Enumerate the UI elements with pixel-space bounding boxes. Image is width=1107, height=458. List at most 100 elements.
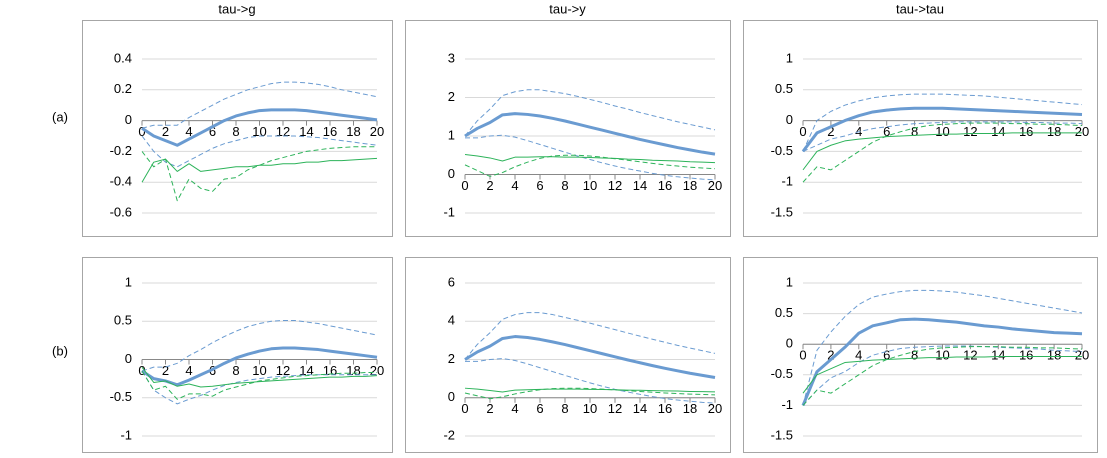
- series-line: [464, 387, 716, 393]
- series-line: [464, 312, 716, 360]
- y-tick-label: 0: [125, 351, 132, 366]
- panel-frame: [743, 257, 1098, 453]
- y-tick-label: -0.2: [110, 143, 132, 158]
- chart-title: tau->g: [218, 1, 255, 16]
- y-tick-label: 2: [448, 89, 455, 104]
- x-tick-label: 14: [633, 401, 647, 416]
- panel-frame: [743, 20, 1098, 237]
- x-tick-label: 10: [583, 178, 597, 193]
- y-tick-label: -1.5: [771, 427, 793, 442]
- series-line: [802, 345, 1083, 406]
- y-tick-label: -0.4: [110, 174, 132, 189]
- series-line: [141, 135, 378, 168]
- x-tick-label: 16: [658, 178, 672, 193]
- series-line: [802, 132, 1082, 171]
- x-tick-label: 2: [827, 124, 834, 139]
- series-line: [801, 317, 1083, 406]
- y-tick-label: -0.5: [110, 389, 132, 404]
- series-line: [141, 370, 377, 400]
- y-tick-label: 4: [448, 313, 455, 328]
- x-tick-label: 0: [138, 124, 145, 139]
- series-line: [141, 319, 378, 372]
- x-tick-label: 18: [683, 178, 697, 193]
- x-tick-label: 18: [346, 363, 360, 378]
- y-tick-label: 0.2: [114, 81, 132, 96]
- series-line: [141, 346, 378, 387]
- x-tick-label: 8: [561, 178, 568, 193]
- x-tick-label: 8: [232, 124, 239, 139]
- chart-title: tau->tau: [896, 1, 944, 16]
- x-tick-label: 0: [138, 363, 145, 378]
- x-tick-label: 20: [1075, 124, 1089, 139]
- x-tick-label: 12: [963, 124, 977, 139]
- panel-frame: [405, 257, 731, 453]
- x-tick-label: 18: [1047, 124, 1061, 139]
- y-tick-label: 1: [448, 127, 455, 142]
- x-tick-label: 2: [486, 178, 493, 193]
- series-line: [464, 153, 716, 164]
- y-tick-label: -0.5: [771, 143, 793, 158]
- x-tick-label: 10: [252, 363, 266, 378]
- panel-frame: [82, 257, 393, 453]
- y-tick-label: 0: [448, 389, 455, 404]
- x-tick-label: 4: [855, 348, 862, 363]
- x-tick-label: 8: [911, 348, 918, 363]
- x-tick-label: 4: [185, 124, 192, 139]
- y-tick-label: -0.5: [771, 366, 793, 381]
- y-tick-label: 0: [786, 336, 793, 351]
- x-tick-label: 16: [323, 363, 337, 378]
- y-tick-label: 0: [786, 112, 793, 127]
- x-tick-label: 10: [252, 124, 266, 139]
- x-tick-label: 20: [708, 401, 722, 416]
- y-tick-label: -2: [443, 427, 455, 442]
- y-tick-label: -1.5: [771, 204, 793, 219]
- x-tick-label: 6: [536, 401, 543, 416]
- series-line: [141, 146, 377, 202]
- x-tick-label: 16: [658, 401, 672, 416]
- y-tick-label: 1: [125, 274, 132, 289]
- x-tick-label: 16: [323, 124, 337, 139]
- x-tick-label: 2: [162, 124, 169, 139]
- x-tick-label: 2: [162, 363, 169, 378]
- y-tick-label: 1: [786, 50, 793, 65]
- series-line: [464, 89, 716, 137]
- y-tick-label: 2: [448, 351, 455, 366]
- series-line: [802, 121, 1083, 152]
- series-line: [464, 387, 716, 400]
- series-line: [141, 81, 378, 129]
- x-tick-label: 0: [461, 178, 468, 193]
- x-tick-label: 10: [935, 348, 949, 363]
- x-tick-label: 8: [911, 124, 918, 139]
- series-line: [465, 358, 716, 404]
- x-tick-label: 4: [511, 178, 518, 193]
- x-tick-label: 10: [583, 401, 597, 416]
- y-tick-label: -1: [781, 174, 793, 189]
- series-line: [141, 366, 378, 388]
- x-tick-label: 20: [370, 124, 384, 139]
- series-line: [801, 106, 1083, 153]
- x-tick-label: 16: [1019, 124, 1033, 139]
- x-tick-label: 12: [276, 363, 290, 378]
- series-line: [465, 134, 716, 181]
- x-tick-label: 14: [991, 124, 1005, 139]
- y-tick-label: 0.5: [114, 313, 132, 328]
- x-tick-label: 2: [827, 348, 834, 363]
- x-tick-label: 14: [299, 124, 313, 139]
- panel-frame: [82, 20, 393, 237]
- row-label: (b): [52, 343, 68, 358]
- x-tick-label: 2: [486, 401, 493, 416]
- x-tick-label: 18: [1047, 348, 1061, 363]
- series-line: [802, 93, 1083, 152]
- x-tick-label: 4: [185, 363, 192, 378]
- y-tick-label: -0.6: [110, 204, 132, 219]
- x-tick-label: 0: [461, 401, 468, 416]
- x-tick-label: 0: [799, 124, 806, 139]
- x-tick-label: 12: [276, 124, 290, 139]
- y-tick-label: 1: [786, 274, 793, 289]
- series-line: [802, 346, 1083, 406]
- y-tick-label: -1: [781, 397, 793, 412]
- series-line: [141, 108, 378, 147]
- y-tick-label: 0.5: [775, 305, 793, 320]
